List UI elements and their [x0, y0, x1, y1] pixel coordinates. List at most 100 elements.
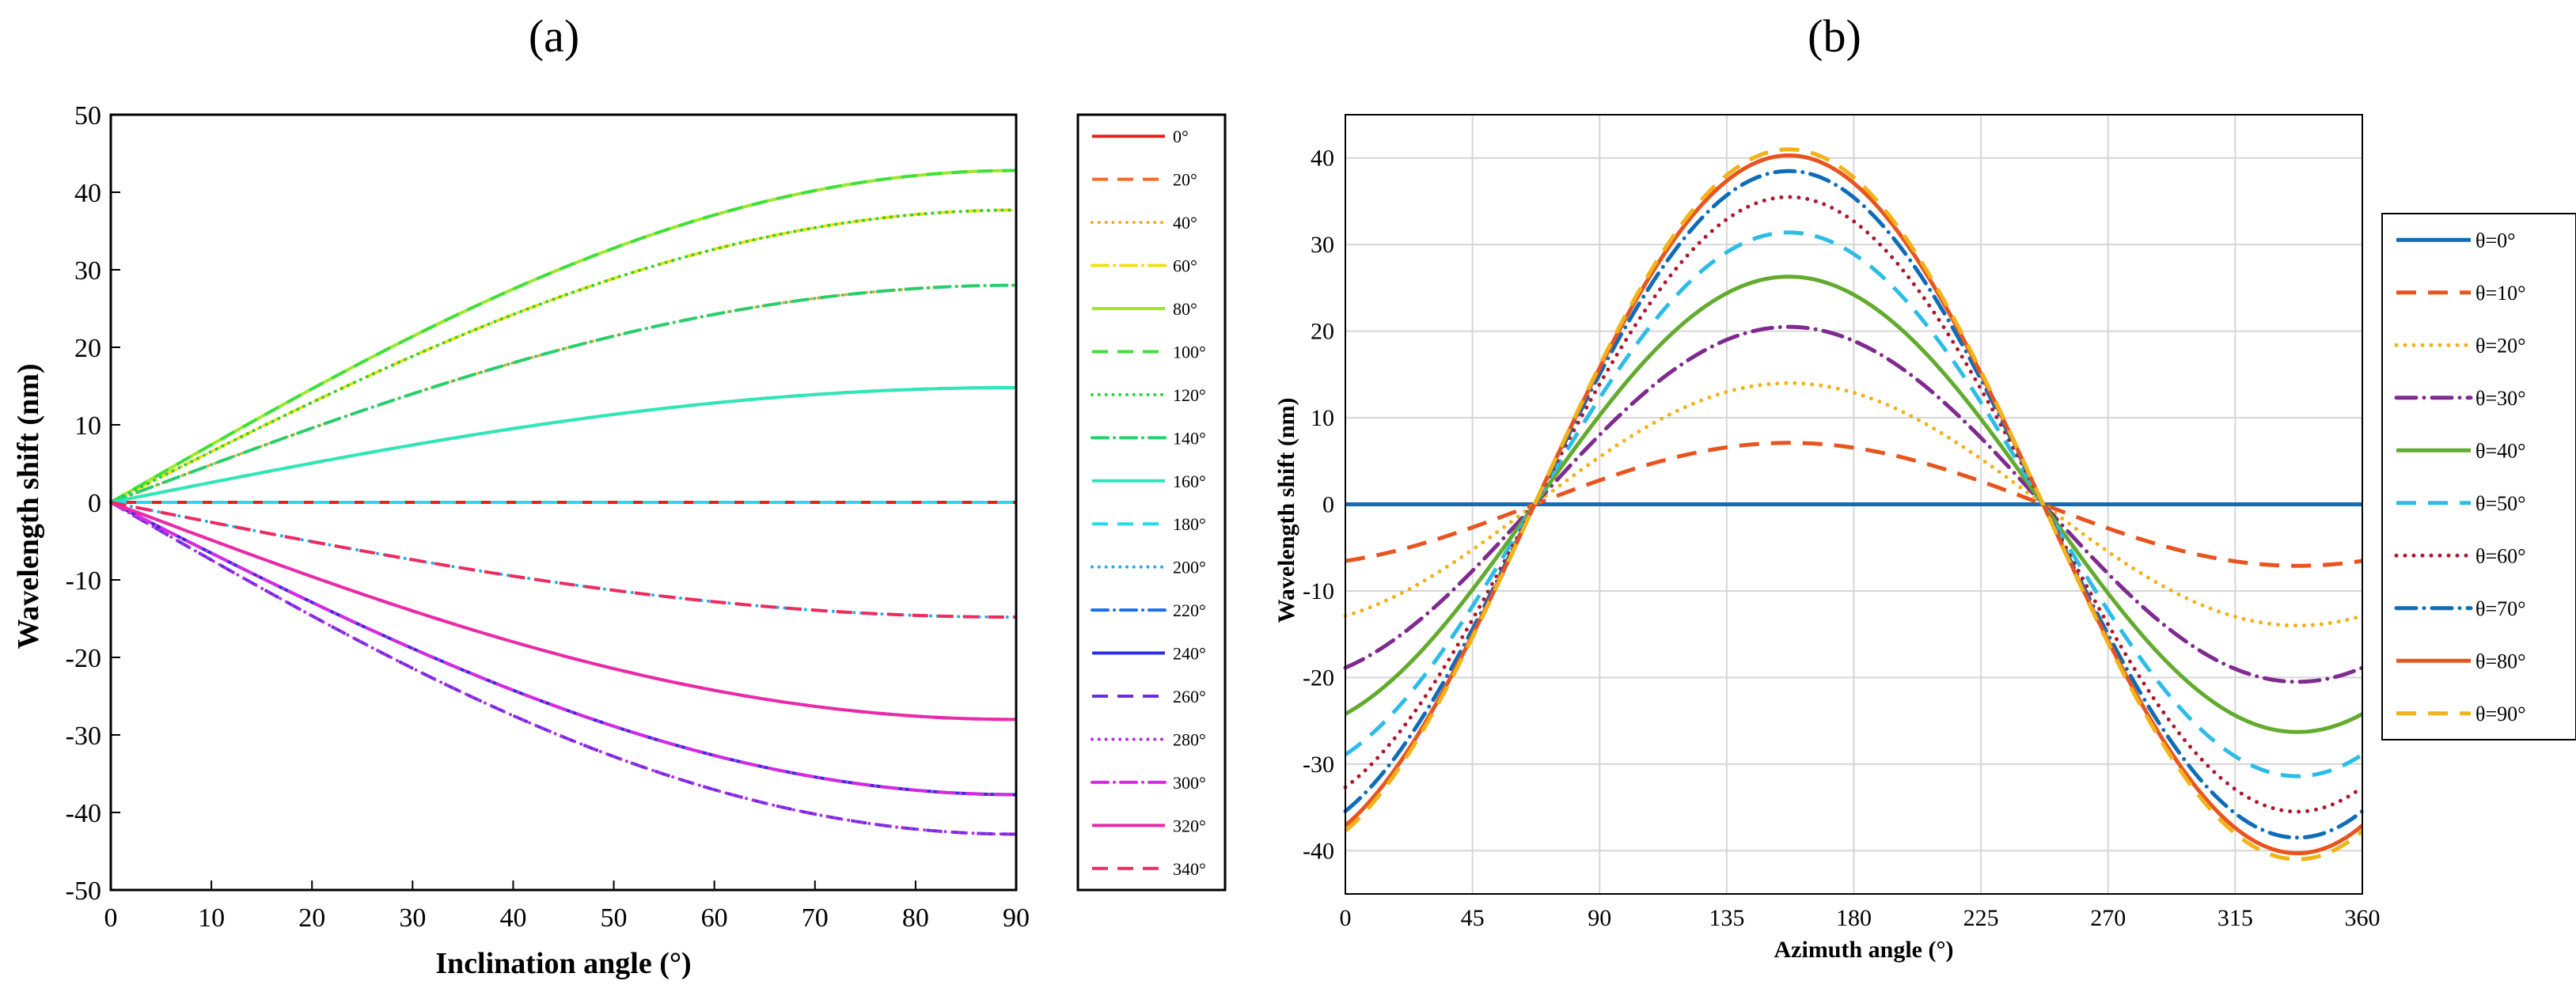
x-tick-label: 90	[1588, 905, 1611, 931]
series-line	[1343, 195, 2365, 814]
series-line	[1344, 275, 2364, 734]
panel-a-title: (a)	[529, 10, 579, 62]
legend-frame	[1076, 113, 1227, 892]
x-tick-label: 20	[298, 903, 325, 933]
y-tick-label: 40	[74, 179, 101, 208]
y-tick-label: 20	[74, 334, 101, 363]
y-tick-label: 20	[1311, 319, 1334, 345]
legend-label: θ=90°	[2475, 703, 2526, 725]
y-tick-label: 30	[74, 256, 101, 286]
y-tick-label: -40	[66, 799, 101, 828]
series-line	[109, 501, 1018, 797]
panel-b: (b) Azimuth angle (°) Wavelength shift (…	[1273, 10, 2576, 963]
x-tick-label: 60	[701, 903, 728, 933]
x-tick-label: 0	[1340, 905, 1352, 931]
series-line	[110, 501, 1017, 619]
series-line	[1343, 324, 2365, 684]
legend-label: 60°	[1173, 256, 1197, 276]
y-tick-label: 10	[74, 411, 101, 441]
x-tick-label: 10	[198, 903, 225, 933]
legend-label: θ=40°	[2475, 439, 2526, 462]
x-tick-label: 45	[1461, 905, 1485, 931]
series-line	[110, 501, 1017, 836]
y-tick-label: 30	[1311, 232, 1334, 258]
y-tick-label: -40	[1303, 838, 1334, 864]
x-tick-label: 0	[104, 903, 118, 933]
series-line	[1343, 381, 2365, 628]
legend-label: 240°	[1173, 644, 1206, 664]
legend-label: 300°	[1173, 773, 1206, 793]
legend-label: θ=30°	[2475, 387, 2526, 410]
legend-label: 120°	[1173, 385, 1206, 405]
legend-label: 200°	[1173, 558, 1206, 578]
series-line	[109, 208, 1018, 504]
series-line	[1344, 230, 2364, 778]
x-tick-label: 270	[2090, 905, 2126, 931]
y-tick-label: -20	[66, 644, 101, 673]
legend-label: 20°	[1173, 170, 1197, 190]
legend-label: 140°	[1173, 428, 1206, 448]
panel-b-xlabel: Azimuth angle (°)	[1774, 937, 1954, 963]
plot-frame	[1345, 114, 2363, 895]
series-line	[109, 208, 1018, 504]
legend-label: 80°	[1173, 299, 1197, 319]
x-tick-label: 80	[902, 903, 929, 933]
y-tick-label: -10	[1303, 578, 1334, 604]
legend-label: 180°	[1173, 514, 1206, 534]
x-tick-label: 90	[1003, 903, 1030, 933]
legend-label: 160°	[1173, 471, 1206, 491]
y-tick-label: -30	[66, 721, 101, 751]
panel-a: (a) Inclination angle (°) Wavelength shi…	[12, 10, 1227, 980]
legend-label: θ=20°	[2475, 334, 2526, 357]
legend: 0° 20° 40° 60° 80° 100° 120° 140° 160° 180° 200° 22…	[1076, 113, 1227, 892]
y-tick-label: 10	[1311, 405, 1334, 431]
x-tick-label: 70	[802, 903, 829, 933]
x-tick-label: 135	[1709, 905, 1744, 931]
series-line	[110, 501, 1017, 721]
panel-b-ylabel: Wavelength shift (nm)	[1273, 398, 1299, 623]
x-tick-label: 40	[499, 903, 526, 933]
legend-label: 0°	[1173, 127, 1189, 146]
legend-frame	[2381, 213, 2576, 740]
y-tick-label: 40	[1311, 146, 1334, 172]
legend-label: 280°	[1173, 729, 1206, 749]
legend-label: 40°	[1173, 213, 1197, 233]
y-tick-label: 50	[74, 101, 101, 131]
y-tick-label: 0	[88, 489, 101, 518]
y-tick-label: -20	[1303, 665, 1334, 691]
series-line	[110, 169, 1017, 504]
legend-label: 340°	[1173, 859, 1206, 879]
series-line	[1343, 169, 2365, 840]
x-tick-label: 180	[1836, 905, 1872, 931]
legend-label: θ=50°	[2475, 492, 2526, 515]
panel-a-xlabel: Inclination angle (°)	[435, 947, 691, 980]
legend-label: 220°	[1173, 600, 1206, 620]
panel-a-ylabel: Wavelength shift (nm)	[12, 364, 45, 649]
legend-label: θ=80°	[2475, 649, 2526, 672]
series-line	[109, 283, 1018, 504]
legend: θ=0° θ=10° θ=20° θ=30° θ=40° θ=50° θ=60° θ=70° θ…	[2381, 213, 2576, 740]
series-line	[110, 385, 1017, 504]
panel-b-title: (b)	[1808, 10, 1861, 62]
legend-label: 260°	[1173, 687, 1206, 706]
x-tick-label: 30	[399, 903, 426, 933]
legend-label: θ=0°	[2475, 229, 2516, 252]
legend-label: θ=10°	[2475, 282, 2526, 305]
x-tick-label: 225	[1963, 905, 1999, 931]
plot-frame	[109, 113, 1018, 892]
series-line	[110, 385, 1017, 504]
series-line	[109, 501, 1018, 721]
series-line	[109, 283, 1018, 504]
series-line	[109, 501, 1018, 619]
legend-label: 320°	[1173, 816, 1206, 835]
y-tick-label: 0	[1322, 492, 1334, 518]
series-line	[109, 501, 1018, 836]
legend-label: 100°	[1173, 342, 1206, 362]
y-tick-label: -30	[1303, 752, 1334, 778]
legend-label: θ=60°	[2475, 544, 2526, 567]
x-tick-label: 50	[601, 903, 628, 933]
x-tick-label: 360	[2345, 905, 2381, 931]
series-line	[110, 501, 1017, 797]
series-line	[1345, 441, 2363, 568]
